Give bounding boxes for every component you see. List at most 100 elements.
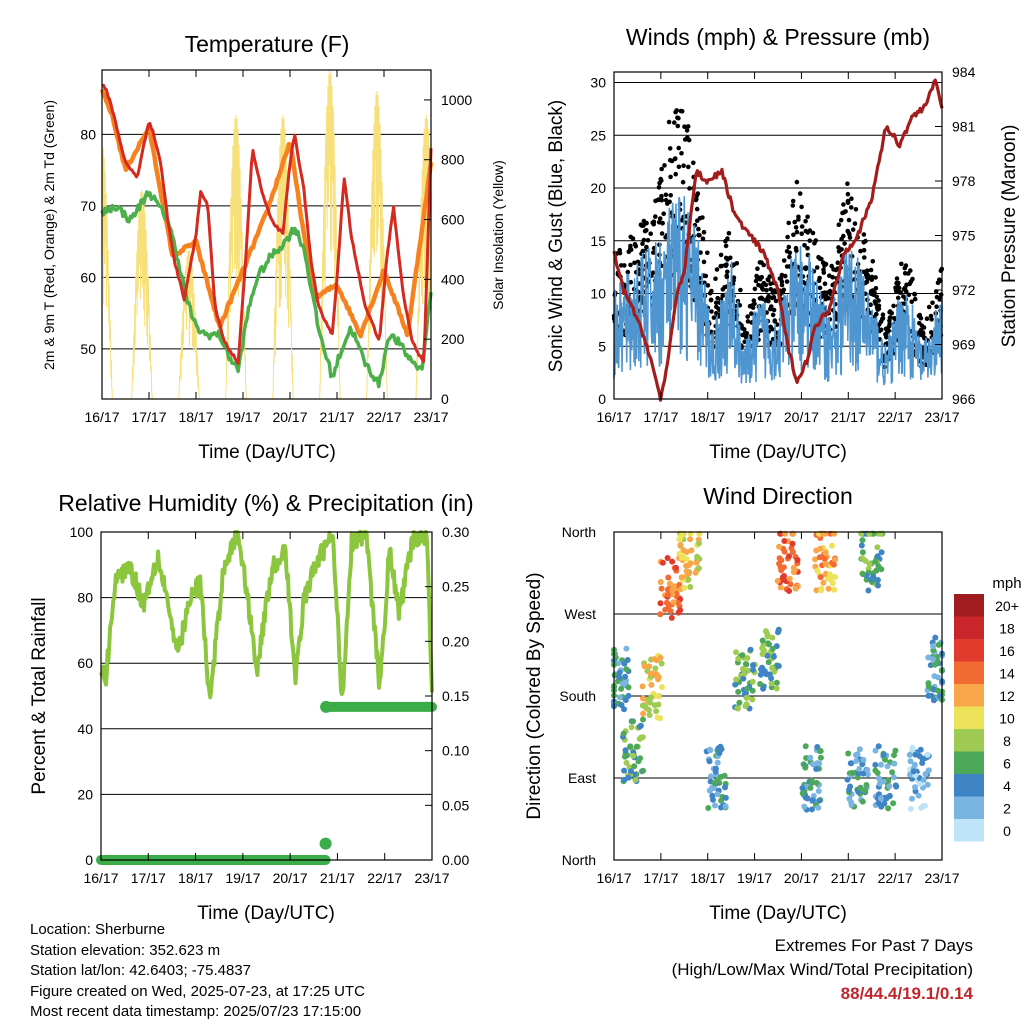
gust-point <box>852 221 858 226</box>
gust-point <box>763 298 768 303</box>
direction-point <box>744 685 751 692</box>
gust-point <box>805 246 810 251</box>
direction-point <box>912 784 918 791</box>
direction-point <box>825 585 832 592</box>
direction-point <box>647 670 654 677</box>
direction-point <box>659 559 666 566</box>
gust-point <box>651 250 656 255</box>
direction-point <box>655 701 662 708</box>
gust-point <box>771 295 777 300</box>
direction-point <box>856 765 863 772</box>
direction-point <box>862 787 869 794</box>
y-tick-label: 5 <box>598 338 606 354</box>
direction-point <box>875 563 882 570</box>
gust-point <box>861 232 867 237</box>
solar-day-6 <box>366 90 388 400</box>
direction-point <box>627 743 633 750</box>
gust-point <box>845 191 851 197</box>
direction-point <box>711 780 718 786</box>
pressure-line <box>612 78 944 402</box>
solar-day-0 <box>101 144 113 400</box>
gust-point <box>738 287 743 293</box>
humidity-series <box>96 530 437 865</box>
gust-point <box>838 217 844 223</box>
direction-point <box>764 631 771 638</box>
direction-point <box>816 760 823 767</box>
direction-point <box>735 688 742 695</box>
gust-point <box>743 331 749 337</box>
legend-label: 14 <box>999 666 1015 682</box>
direction-point <box>845 750 852 757</box>
y-tick-label: East <box>568 770 596 786</box>
direction-point <box>874 544 881 551</box>
direction-point <box>860 756 867 763</box>
gust-point <box>773 298 779 304</box>
gust-point <box>667 146 673 151</box>
gust-point <box>794 248 799 253</box>
temperature-y2label: Solar Insolation (Yellow) <box>490 160 506 310</box>
humidity-ylabel: Percent & Total Rainfall <box>29 597 50 794</box>
gust-point <box>628 247 634 252</box>
direction-point <box>919 760 926 766</box>
legend-swatch <box>954 661 984 684</box>
gust-point <box>912 296 918 302</box>
direction-point <box>743 694 750 701</box>
direction-point <box>663 599 670 606</box>
gust-point <box>753 278 759 284</box>
direction-point <box>712 768 719 775</box>
direction-point <box>681 584 688 591</box>
direction-point <box>733 676 740 683</box>
y2-tick-label: 0.05 <box>442 797 469 813</box>
direction-point <box>860 770 867 777</box>
direction-point <box>714 759 721 766</box>
gust-point <box>658 176 663 182</box>
gust-point <box>794 179 800 185</box>
legend-swatch <box>954 706 984 729</box>
gust-point <box>920 333 926 338</box>
gust-point <box>676 115 681 121</box>
gust-point <box>701 229 707 235</box>
gust-point <box>786 220 791 226</box>
direction-point <box>829 542 835 549</box>
gust-point <box>883 326 889 332</box>
humidity-line <box>99 530 434 700</box>
direction-point <box>740 675 747 682</box>
gust-point <box>672 156 678 162</box>
direction-point <box>917 746 924 753</box>
gust-point <box>660 221 665 226</box>
gust-point <box>723 243 729 249</box>
direction-point <box>684 570 691 577</box>
x-tick-label: 23/17 <box>924 409 959 425</box>
gust-point <box>887 309 893 314</box>
humidity-title: Relative Humidity (%) & Precipitation (i… <box>58 490 473 516</box>
direction-point <box>789 549 796 555</box>
gust-point <box>725 269 730 275</box>
gust-point <box>711 315 717 320</box>
direction-point <box>817 545 824 552</box>
legend-label: 8 <box>1003 733 1011 749</box>
legend-swatch <box>954 684 984 707</box>
direction-point <box>776 555 783 562</box>
direction-point <box>802 764 809 771</box>
legend-label: 20+ <box>995 598 1019 614</box>
legend-swatch <box>954 616 984 639</box>
direction-point <box>925 654 932 661</box>
direction-point <box>855 770 862 777</box>
gust-point <box>724 273 729 279</box>
direction-point <box>889 769 896 776</box>
direction-point <box>884 763 891 770</box>
gust-point <box>687 186 692 191</box>
x-tick-label: 23/17 <box>413 409 448 425</box>
gust-point <box>756 282 761 288</box>
direction-point <box>718 773 724 780</box>
direction-point <box>669 586 676 593</box>
gust-point <box>760 287 766 292</box>
gust-point <box>791 232 796 238</box>
gust-point <box>756 275 761 281</box>
y-tick-label: North <box>562 524 596 540</box>
gust-point <box>873 286 879 291</box>
gust-point <box>675 123 681 129</box>
direction-point <box>794 557 801 563</box>
station-info: Location: Sherburne Station elevation: 3… <box>30 920 365 1023</box>
gust-point <box>771 307 777 313</box>
